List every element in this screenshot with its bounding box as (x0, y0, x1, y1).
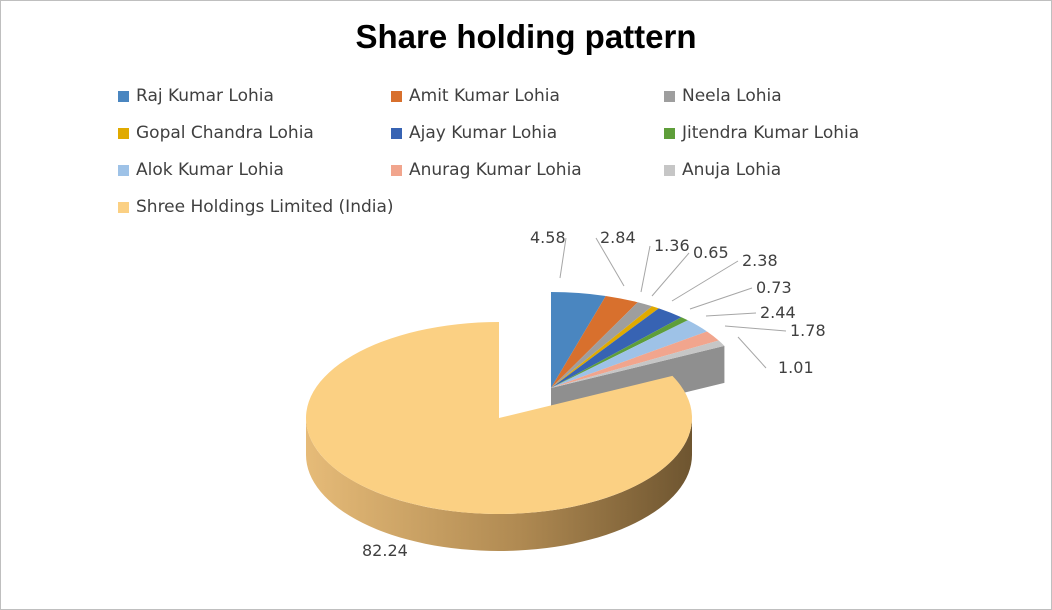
legend-item-gopal-chandra-lohia: Gopal Chandra Lohia (118, 121, 391, 145)
legend-swatch (391, 90, 402, 102)
legend-swatch (118, 164, 129, 176)
legend-swatch (664, 164, 675, 176)
pie-slice-anurag-kumar-lohia (551, 331, 719, 388)
legend-item-ajay-kumar-lohia: Ajay Kumar Lohia (391, 121, 664, 145)
data-label-amit-kumar-lohia: 2.84 (600, 228, 636, 247)
legend-label: Anurag Kumar Lohia (409, 160, 582, 180)
legend-item-shree-holdings-limited-india: Shree Holdings Limited (India) (118, 195, 394, 219)
pie-slice-gopal-chandra-lohia (551, 306, 659, 388)
leader-line (671, 260, 739, 302)
leader-line (737, 336, 767, 369)
legend-label: Gopal Chandra Lohia (136, 123, 314, 143)
leader-line (689, 287, 753, 310)
data-label-anuja-lohia: 1.01 (778, 358, 814, 377)
data-label-anurag-kumar-lohia: 1.78 (790, 321, 826, 340)
leader-line (640, 245, 651, 293)
legend-label: Shree Holdings Limited (India) (136, 197, 394, 217)
pie-slice-ajay-kumar-lohia (551, 308, 682, 388)
legend-item-amit-kumar-lohia: Amit Kumar Lohia (391, 84, 664, 108)
legend-item-anuja-lohia: Anuja Lohia (664, 158, 938, 182)
legend-item-alok-kumar-lohia: Alok Kumar Lohia (118, 158, 391, 182)
pie-slice-shree-holdings-limited-india (306, 322, 692, 551)
pie-slice-alok-kumar-lohia (551, 320, 707, 388)
leader-line (559, 237, 567, 279)
data-label-gopal-chandra-lohia: 0.65 (693, 243, 729, 262)
pie-slice-neela-lohia (551, 302, 653, 388)
legend-item-raj-kumar-lohia: Raj Kumar Lohia (118, 84, 391, 108)
data-label-shree-holdings-limited-india: 82.24 (362, 541, 408, 560)
leader-line (651, 252, 690, 297)
legend-swatch (118, 201, 129, 213)
legend-label: Anuja Lohia (682, 160, 782, 180)
legend-swatch (391, 127, 402, 139)
legend-label: Amit Kumar Lohia (409, 86, 560, 106)
data-label-alok-kumar-lohia: 2.44 (760, 303, 796, 322)
legend-item-neela-lohia: Neela Lohia (664, 84, 938, 108)
legend-swatch (664, 127, 675, 139)
chart-title: Share holding pattern (355, 18, 697, 55)
chart-legend: Raj Kumar Lohia Amit Kumar Lohia Neela Loh… (118, 84, 938, 219)
legend-label: Raj Kumar Lohia (136, 86, 274, 106)
legend-label: Jitendra Kumar Lohia (682, 123, 860, 143)
legend-swatch (118, 90, 129, 102)
legend-label: Neela Lohia (682, 86, 782, 106)
data-label-neela-lohia: 1.36 (654, 236, 690, 255)
data-label-ajay-kumar-lohia: 2.38 (742, 251, 778, 270)
pie-slice-amit-kumar-lohia (551, 295, 638, 388)
legend-label: Ajay Kumar Lohia (409, 123, 558, 143)
legend-swatch (664, 90, 675, 102)
data-label-raj-kumar-lohia: 4.58 (530, 228, 566, 247)
leader-line (705, 312, 757, 317)
legend-swatch (118, 127, 129, 139)
pie-slice-jitendra-kumar-lohia (551, 317, 688, 388)
legend-label: Alok Kumar Lohia (136, 160, 284, 180)
leader-line (595, 237, 625, 287)
legend-item-anurag-kumar-lohia: Anurag Kumar Lohia (391, 158, 664, 182)
leader-line (724, 325, 787, 332)
data-label-jitendra-kumar-lohia: 0.73 (756, 278, 792, 297)
legend-item-jitendra-kumar-lohia: Jitendra Kumar Lohia (664, 121, 938, 145)
legend-swatch (391, 164, 402, 176)
pie-slice-raj-kumar-lohia (551, 292, 606, 388)
